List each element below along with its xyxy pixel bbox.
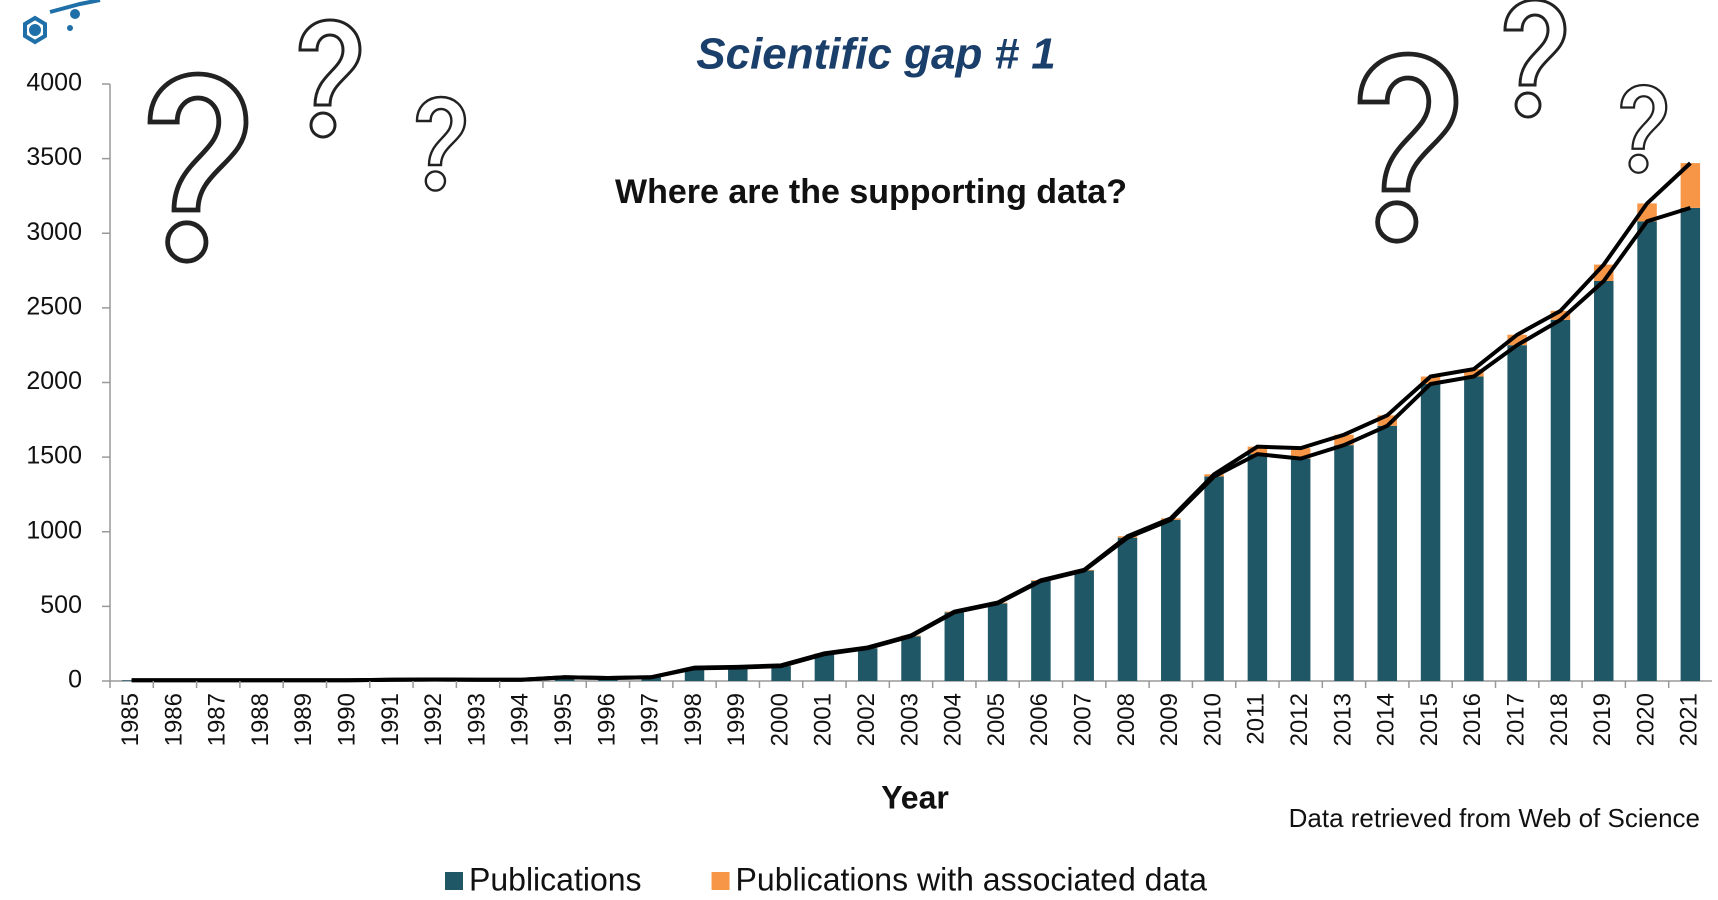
x-tick-label: 2007 <box>1070 693 1097 746</box>
x-tick-label: 2006 <box>1026 693 1053 746</box>
question-marks <box>147 0 1668 264</box>
bar-segment <box>1550 310 1571 320</box>
legend-label: Publications <box>469 861 642 897</box>
x-tick-label: 2021 <box>1676 693 1703 746</box>
x-tick-label: 2000 <box>766 693 793 746</box>
bar-segment <box>1161 519 1181 681</box>
x-axis-label: Year <box>881 779 949 815</box>
y-tick-label: 0 <box>68 666 82 694</box>
bar-segment <box>1204 476 1224 681</box>
bar-segment <box>1637 221 1657 681</box>
legend-swatch <box>711 872 730 890</box>
bar-segment <box>1420 383 1441 681</box>
x-tick-label: 2017 <box>1503 693 1530 746</box>
bar-segment <box>1290 448 1311 459</box>
x-tick-label: 1995 <box>550 693 577 746</box>
bar-segment <box>1507 334 1527 346</box>
x-tick-label: 2013 <box>1329 693 1356 746</box>
x-tick-label: 2011 <box>1243 693 1270 745</box>
legend-label: Publications with associated data <box>736 861 1208 897</box>
x-tick-label: 2005 <box>983 693 1010 746</box>
bar-segment <box>944 612 965 681</box>
bar-segment <box>987 603 1008 681</box>
x-tick-label: 2002 <box>853 693 880 746</box>
bar-segment <box>728 667 748 681</box>
x-tick-label: 2008 <box>1113 693 1140 746</box>
bar-segment <box>1247 446 1268 455</box>
bar-segment <box>857 648 878 681</box>
x-tick-label: 1993 <box>463 693 490 746</box>
bar-segment <box>1464 369 1484 377</box>
chart-title: Scientific gap # 1 <box>696 30 1055 79</box>
x-tick-label: 1992 <box>420 693 447 746</box>
bar-segment <box>901 636 921 681</box>
bar-segment <box>1334 445 1354 681</box>
bar-segment <box>1464 376 1484 681</box>
x-tick-label: 1986 <box>160 693 187 746</box>
x-tick-label: 1998 <box>680 693 707 746</box>
bar-segment <box>1377 415 1398 426</box>
x-tick-label: 1989 <box>290 693 317 746</box>
x-tick-label: 2003 <box>896 693 923 746</box>
bar-segment <box>684 668 705 681</box>
bar-segment <box>1594 281 1614 681</box>
source-note: Data retrieved from Web of Science <box>1289 803 1700 833</box>
bar-segment <box>1550 319 1571 681</box>
logo <box>23 0 101 45</box>
y-tick-label: 1000 <box>26 516 82 544</box>
x-tick-label: 1996 <box>593 693 620 746</box>
x-tick-label: 2018 <box>1546 693 1573 746</box>
x-tick-label: 2010 <box>1199 693 1226 746</box>
x-tick-label: 2001 <box>810 693 837 746</box>
y-tick-label: 2500 <box>26 292 82 320</box>
legend-swatch <box>445 872 463 890</box>
x-tick-label: 2019 <box>1589 693 1616 746</box>
y-tick-label: 4000 <box>26 69 82 97</box>
bar-segment <box>1074 570 1094 681</box>
bar-segment <box>1031 581 1051 681</box>
chart-subtitle: Where are the supporting data? <box>615 173 1127 211</box>
trend-line <box>131 205 1691 683</box>
y-tick-label: 1500 <box>26 442 82 470</box>
x-tick-label: 2015 <box>1416 693 1443 746</box>
x-tick-label: 2020 <box>1632 693 1659 746</box>
y-tick-label: 3000 <box>26 218 82 246</box>
x-tick-label: 1985 <box>117 693 144 746</box>
x-tick-label: 2014 <box>1373 693 1400 746</box>
bar-segment <box>1680 163 1701 208</box>
x-tick-label: 1991 <box>377 693 404 746</box>
y-tick-label: 2000 <box>26 367 82 395</box>
x-tick-label: 1994 <box>507 693 534 746</box>
y-tick-label: 500 <box>40 591 82 619</box>
x-tick-label: 1987 <box>204 693 231 746</box>
bar-segment <box>1334 434 1354 446</box>
x-tick-label: 2012 <box>1286 693 1313 746</box>
bar-segment <box>1507 345 1527 681</box>
bar-segment <box>1290 458 1311 681</box>
x-tick-label: 1999 <box>723 693 750 746</box>
bar-segment <box>814 654 835 681</box>
x-tick-label: 1990 <box>333 693 360 746</box>
bar-segment <box>771 666 791 681</box>
bar-segment <box>1247 454 1268 681</box>
bar-segment <box>1117 537 1138 681</box>
bar-segment <box>1377 425 1398 681</box>
x-tick-label: 1997 <box>637 693 664 746</box>
x-tick-label: 2004 <box>940 693 967 746</box>
x-tick-label: 1988 <box>247 693 274 746</box>
bar-segment <box>1420 376 1441 384</box>
y-tick-label: 3500 <box>26 143 82 171</box>
x-tick-label: 2009 <box>1156 693 1183 746</box>
x-tick-label: 2016 <box>1459 693 1486 746</box>
bar-segment <box>1680 207 1701 681</box>
trend-line <box>131 161 1692 683</box>
